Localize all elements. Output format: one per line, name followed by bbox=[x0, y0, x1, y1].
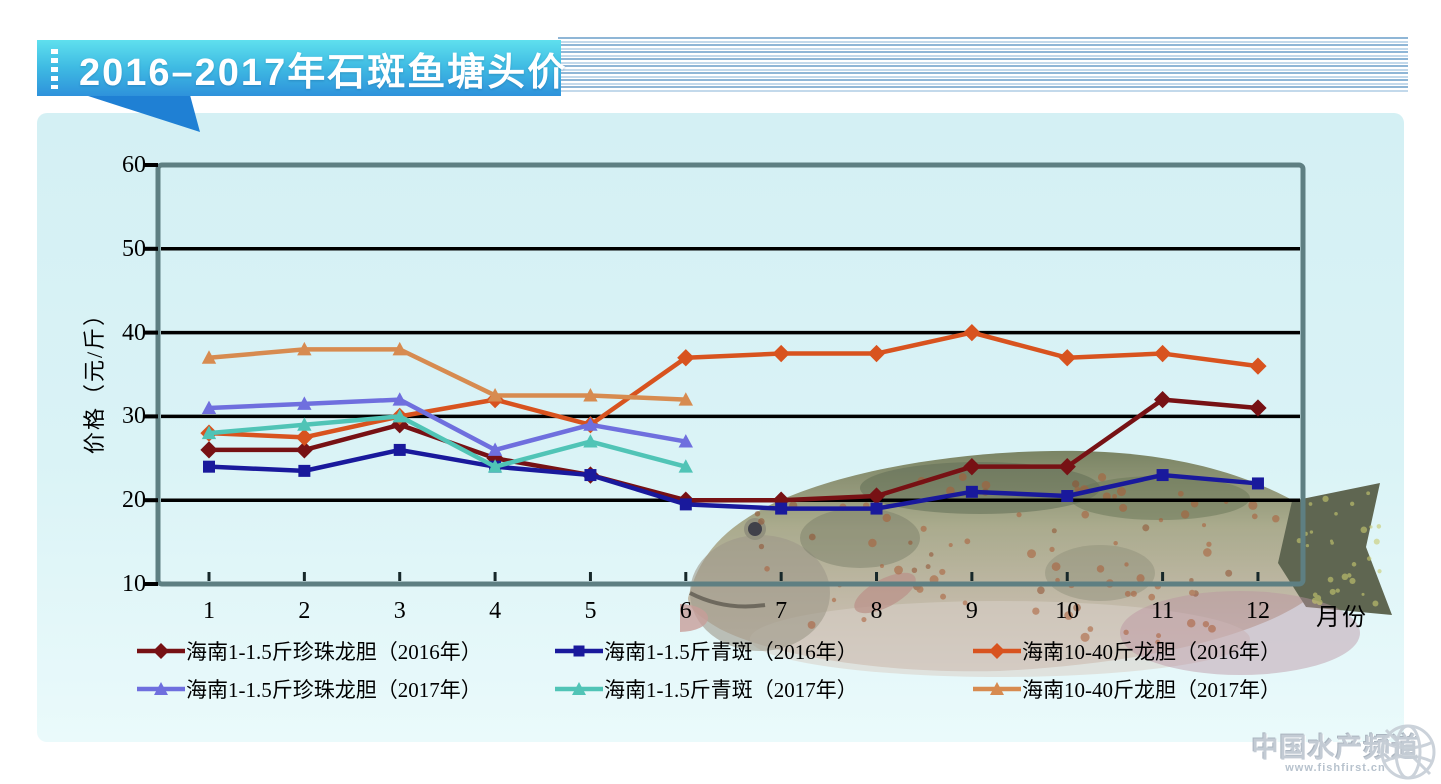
page-title: 2016–2017年石斑鱼塘头价 bbox=[79, 51, 568, 94]
y-tick-label: 30 bbox=[122, 403, 146, 430]
x-tick-label: 8 bbox=[870, 598, 883, 624]
x-tick-label: 12 bbox=[1245, 598, 1270, 624]
legend-marker-diamond-icon bbox=[137, 643, 185, 659]
header-stripes-decoration bbox=[558, 37, 1408, 93]
x-tick-label: 11 bbox=[1151, 598, 1175, 624]
legend-item: 海南1-1.5斤珍珠龙胆（2016年） bbox=[137, 632, 555, 670]
banner-tail-decoration bbox=[85, 95, 200, 132]
legend-marker-triangle-icon bbox=[555, 682, 603, 695]
y-tick-label: 10 bbox=[122, 571, 146, 597]
chart-legend: 海南1-1.5斤珍珠龙胆（2016年） 海南1-1.5斤青斑（2016年） 海南10… bbox=[137, 632, 1377, 708]
dotted-line-decoration bbox=[51, 49, 58, 89]
legend-label: 海南1-1.5斤青斑（2017年） bbox=[604, 678, 858, 702]
legend-marker-triangle-icon bbox=[137, 682, 185, 695]
x-tick-label: 5 bbox=[584, 598, 597, 624]
x-tick-label: 7 bbox=[775, 598, 788, 624]
x-tick-label: 6 bbox=[679, 598, 692, 624]
legend-label: 海南1-1.5斤珍珠龙胆（2017年） bbox=[186, 678, 482, 702]
legend-item: 海南1-1.5斤青斑（2016年） bbox=[555, 632, 973, 670]
legend-label: 海南10-40斤龙胆（2017年） bbox=[1022, 678, 1281, 702]
x-tick-label: 10 bbox=[1055, 598, 1080, 624]
legend-marker-triangle-icon bbox=[973, 682, 1021, 695]
x-tick-label: 1 bbox=[203, 598, 215, 624]
y-tick-label: 20 bbox=[122, 487, 146, 514]
y-tick-label: 50 bbox=[122, 235, 146, 262]
x-tick-label: 2 bbox=[298, 598, 311, 624]
legend-item: 海南1-1.5斤青斑（2017年） bbox=[555, 670, 973, 708]
legend-label: 海南10-40斤龙胆（2016年） bbox=[1022, 640, 1281, 664]
legend-label: 海南1-1.5斤珍珠龙胆（2016年） bbox=[186, 640, 482, 664]
x-tick-label: 9 bbox=[965, 598, 978, 624]
watermark: 中国水产频道 www.fishfirst.cn bbox=[1230, 724, 1441, 780]
legend-item: 海南10-40斤龙胆（2017年） bbox=[973, 670, 1377, 708]
y-axis-title: 价格（元/斤） bbox=[82, 301, 107, 455]
x-tick-label: 3 bbox=[393, 598, 406, 624]
legend-item: 海南10-40斤龙胆（2016年） bbox=[973, 632, 1377, 670]
globe-icon bbox=[1380, 724, 1436, 780]
watermark-url: www.fishfirst.cn bbox=[1285, 762, 1386, 774]
legend-label: 海南1-1.5斤青斑（2016年） bbox=[604, 640, 858, 664]
legend-marker-square-icon bbox=[555, 645, 603, 657]
legend-marker-diamond-icon bbox=[973, 643, 1021, 659]
y-tick-label: 60 bbox=[122, 152, 146, 178]
title-banner: 2016–2017年石斑鱼塘头价 bbox=[37, 40, 565, 96]
legend-item: 海南1-1.5斤珍珠龙胆（2017年） bbox=[137, 670, 555, 708]
x-tick-label: 4 bbox=[489, 598, 502, 624]
y-tick-label: 40 bbox=[122, 319, 146, 346]
x-axis-title: 月份 bbox=[1316, 605, 1368, 631]
